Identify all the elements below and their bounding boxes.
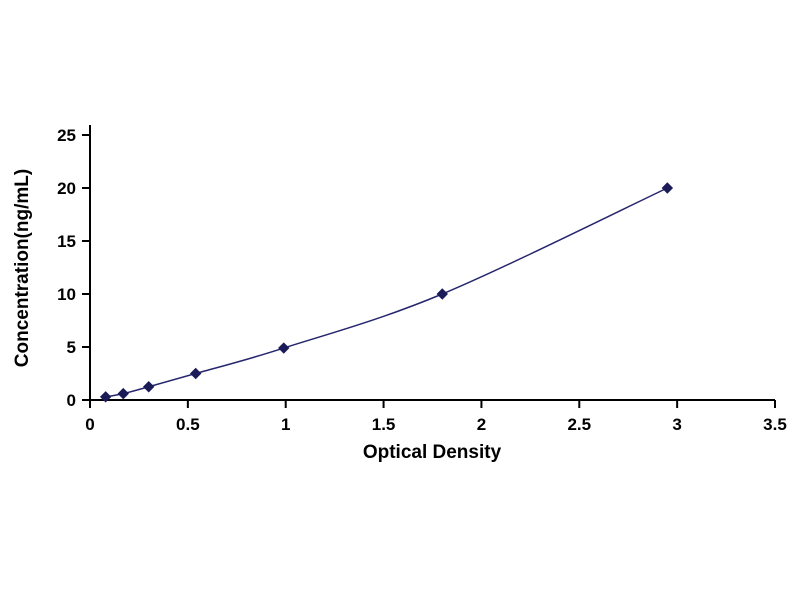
- data-point-marker: [189, 367, 202, 380]
- x-tick-label: 1: [281, 415, 290, 434]
- data-point-marker: [278, 342, 290, 354]
- y-tick-label: 0: [67, 391, 76, 410]
- data-point-marker: [117, 387, 129, 400]
- x-tick-label: 3.5: [763, 415, 787, 434]
- plot-area: 0 0.5 1 1.5 2 2.5 3 3.5 0 5 10 15 20 25: [57, 125, 787, 434]
- x-tick-label: 3: [672, 415, 681, 434]
- x-axis-title: Optical Density: [363, 442, 502, 463]
- y-axis-title: Concentration(ng/mL): [12, 169, 33, 367]
- x-tick-label: 1.5: [372, 415, 396, 434]
- x-tick-label: 2: [477, 415, 486, 434]
- data-point-marker: [661, 182, 674, 194]
- data-point-marker: [436, 288, 448, 300]
- x-tick-label: 0: [85, 415, 94, 434]
- x-tick-label: 0.5: [176, 415, 200, 434]
- curve-line: [105, 187, 668, 398]
- y-tick-label: 15: [57, 232, 76, 251]
- y-tick-label: 5: [67, 338, 76, 357]
- y-tick-label: 25: [57, 126, 76, 145]
- x-tick-label: 2.5: [567, 415, 591, 434]
- data-point-marker: [99, 391, 112, 403]
- y-tick-label: 10: [57, 285, 76, 304]
- y-tick-label: 20: [57, 179, 76, 198]
- data-point-marker: [143, 381, 155, 393]
